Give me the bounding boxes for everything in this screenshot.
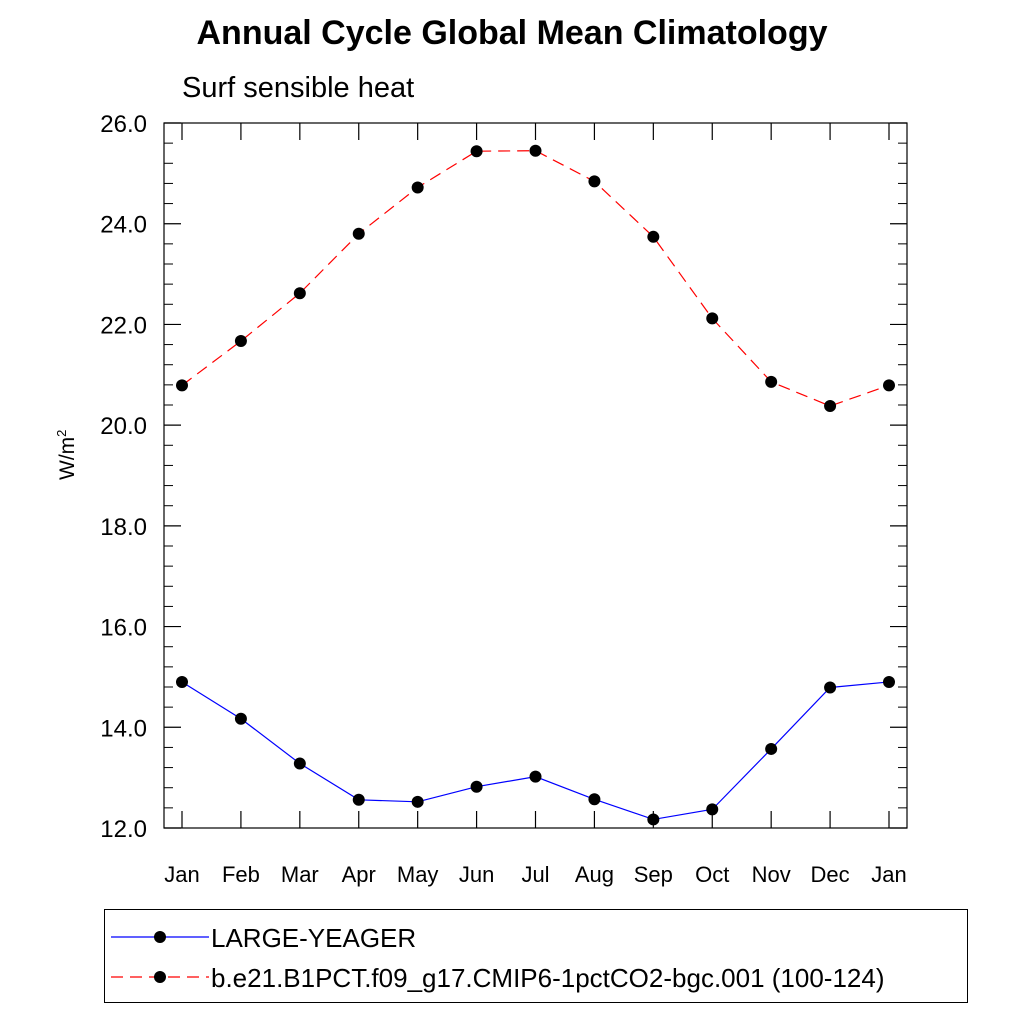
y-tick-label: 26.0 bbox=[100, 111, 147, 138]
series-1-point bbox=[352, 793, 365, 806]
x-tick-label: Nov bbox=[752, 862, 791, 887]
series-2-point bbox=[293, 287, 306, 300]
x-tick-label: Jun bbox=[459, 862, 494, 887]
legend-label-series-2: b.e21.B1PCT.f09_g17.CMIP6-1pctCO2-bgc.00… bbox=[211, 963, 885, 993]
chart-subtitle: Surf sensible heat bbox=[182, 72, 415, 104]
series-2-point bbox=[529, 144, 542, 157]
series-1-point bbox=[529, 770, 542, 783]
legend-swatch-series-1 bbox=[111, 931, 209, 943]
series-1-point bbox=[883, 675, 895, 688]
x-tick-label: Dec bbox=[811, 862, 850, 887]
legend-item-series-2: b.e21.B1PCT.f09_g17.CMIP6-1pctCO2-bgc.00… bbox=[105, 959, 965, 995]
x-tick-label: May bbox=[397, 862, 439, 887]
series-1-point bbox=[706, 803, 719, 816]
series-1-point bbox=[411, 795, 424, 808]
series-2-point bbox=[411, 181, 424, 194]
x-tick-label: Oct bbox=[695, 862, 729, 887]
line-chart: 12.0 14.0 16.0 18.0 20.0 22.0 24.0 26.0 Jan Feb Ma… bbox=[100, 111, 908, 887]
x-tick-label: Jul bbox=[521, 862, 549, 887]
y-tick-label: 12.0 bbox=[100, 816, 147, 843]
series-1-point bbox=[176, 675, 188, 688]
legend-swatch-series-2 bbox=[111, 971, 209, 983]
x-tick-label: Sep bbox=[634, 862, 673, 887]
x-tick-label: Jan bbox=[164, 862, 199, 887]
series-line-2 bbox=[181, 150, 890, 407]
x-tick-label: Jan bbox=[871, 862, 906, 887]
x-tick-label: Aug bbox=[575, 862, 614, 887]
series-2-point bbox=[588, 175, 601, 188]
series-1-point bbox=[293, 757, 306, 770]
series-1-point bbox=[234, 712, 247, 725]
legend: LARGE-YEAGER b.e21.B1PCT.f09_g17.CMIP6-1… bbox=[104, 909, 968, 1003]
series-2-point bbox=[706, 312, 719, 325]
x-tick-label: Apr bbox=[342, 862, 376, 887]
series-1-point bbox=[824, 681, 837, 694]
series-1-point bbox=[647, 813, 660, 826]
series-2-point bbox=[234, 335, 247, 348]
series-2-point bbox=[824, 400, 837, 413]
y-tick-label: 24.0 bbox=[100, 212, 147, 239]
legend-item-series-1: LARGE-YEAGER bbox=[105, 919, 965, 955]
y-tick-label: 20.0 bbox=[100, 413, 147, 440]
y-tick-label: 16.0 bbox=[100, 615, 147, 642]
legend-label-series-1: LARGE-YEAGER bbox=[211, 923, 417, 953]
series-1-point bbox=[588, 793, 601, 806]
chart-title: Annual Cycle Global Mean Climatology bbox=[196, 14, 828, 52]
series-1-point bbox=[470, 780, 483, 793]
series-2-point bbox=[352, 227, 365, 240]
y-tick-label: 14.0 bbox=[100, 715, 147, 742]
x-tick-label: Mar bbox=[281, 862, 319, 887]
y-tick-label: 18.0 bbox=[100, 514, 147, 541]
series-2-point bbox=[647, 230, 660, 243]
series-2-point bbox=[470, 145, 483, 158]
x-tick-label: Feb bbox=[222, 862, 260, 887]
series-line-1 bbox=[181, 681, 890, 821]
plot-frame bbox=[163, 122, 908, 829]
y-tick-label: 22.0 bbox=[100, 312, 147, 339]
series-1-point bbox=[765, 742, 778, 755]
series-2-point bbox=[765, 375, 778, 388]
series-2-point bbox=[176, 379, 188, 392]
series-2-point bbox=[883, 379, 895, 392]
